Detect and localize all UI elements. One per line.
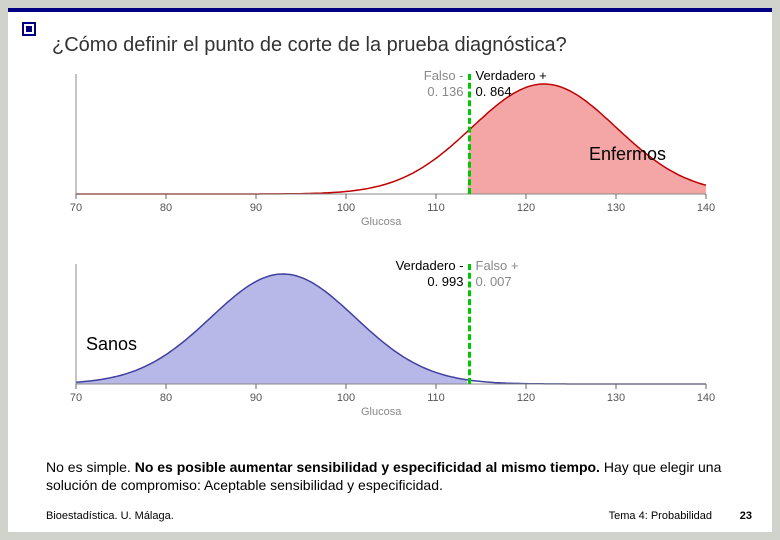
x-tick-label: 140 xyxy=(696,202,716,214)
x-tick-label: 110 xyxy=(426,202,446,214)
x-tick-label: 70 xyxy=(66,202,86,214)
x-tick-label: 100 xyxy=(336,392,356,404)
x-tick-label: 110 xyxy=(426,392,446,404)
right-stat: Falso +0. 007 xyxy=(476,258,566,289)
footer-left: Bioestadística. U. Málaga. xyxy=(46,510,174,522)
x-tick-label: 120 xyxy=(516,392,536,404)
slide: ¿Cómo definir el punto de corte de la pr… xyxy=(8,8,772,532)
group-label: Enfermos xyxy=(589,144,666,165)
cutoff-line xyxy=(468,264,471,384)
slide-title: ¿Cómo definir el punto de corte de la pr… xyxy=(52,34,567,57)
x-tick-label: 90 xyxy=(246,392,266,404)
left-stat: Verdadero -0. 993 xyxy=(388,258,464,289)
x-tick-label: 130 xyxy=(606,392,626,404)
chart-sanos: 70 80 90 100 110 120 130 140 Glucosa Sanos Verdade… xyxy=(66,254,716,444)
page-number: 23 xyxy=(740,510,752,522)
x-axis-title: Glucosa xyxy=(361,216,401,228)
footer-middle: Tema 4: Probabilidad xyxy=(609,510,712,522)
x-tick-label: 70 xyxy=(66,392,86,404)
body-bold: No es posible aumentar sensibilidad y es… xyxy=(135,459,600,475)
cutoff-line xyxy=(468,74,471,194)
chart-area: 70 80 90 100 110 120 130 140 Glucosa Enfermos Fals… xyxy=(66,64,716,444)
right-stat: Verdadero +0. 864 xyxy=(476,68,566,99)
left-stat: Falso -0. 136 xyxy=(388,68,464,99)
body-text: No es simple. No es posible aumentar sen… xyxy=(46,458,734,494)
x-tick-label: 100 xyxy=(336,202,356,214)
chart-enfermos: 70 80 90 100 110 120 130 140 Glucosa Enfermos Fals… xyxy=(66,64,716,254)
x-axis-title: Glucosa xyxy=(361,406,401,418)
group-label: Sanos xyxy=(86,334,137,355)
body-lead: No es simple. xyxy=(46,459,135,475)
x-tick-label: 130 xyxy=(606,202,626,214)
accent-bar xyxy=(8,8,772,12)
x-tick-label: 80 xyxy=(156,392,176,404)
x-tick-label: 120 xyxy=(516,202,536,214)
density-fill xyxy=(76,274,468,384)
x-tick-label: 90 xyxy=(246,202,266,214)
x-tick-label: 80 xyxy=(156,202,176,214)
x-tick-label: 140 xyxy=(696,392,716,404)
bullet-icon xyxy=(22,22,36,36)
